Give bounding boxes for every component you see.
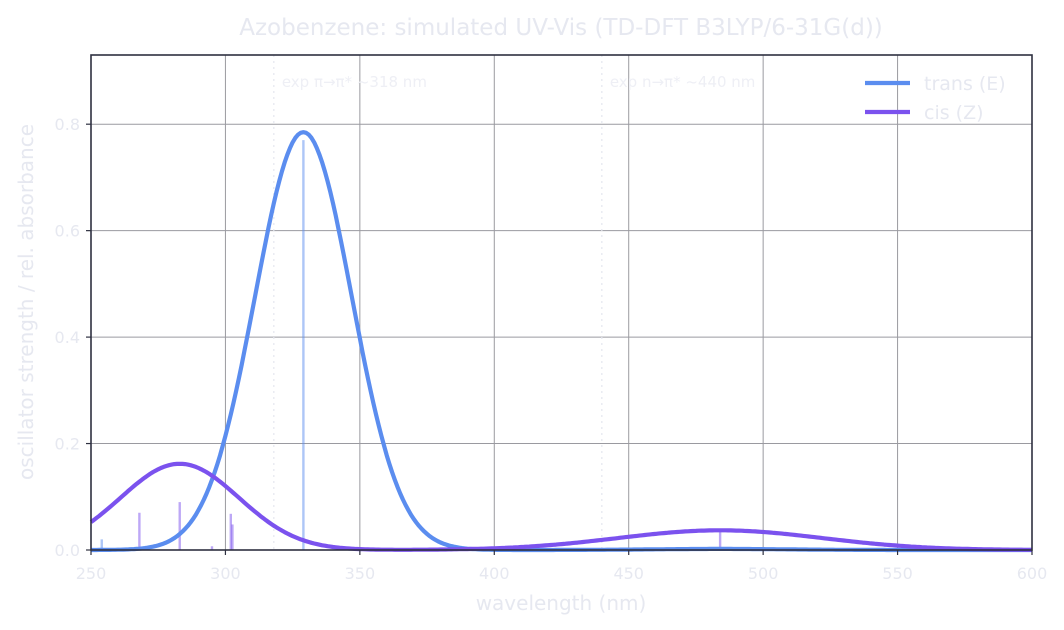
stick-spectrum [100,140,722,550]
legend: trans (E) cis (Z) [865,73,1006,124]
experimental-marker-label: exp n→π* ~440 nm [610,73,756,91]
y-tick-label: 0.2 [55,435,80,454]
grid [91,55,1032,550]
experimental-marker-label: exp π→π* ~318 nm [282,73,427,91]
x-tick-label: 250 [76,564,107,583]
x-tick-label: 300 [210,564,241,583]
legend-entry: cis (Z) [924,102,984,124]
chart-title: Azobenzene: simulated UV-Vis (TD-DFT B3L… [239,15,883,41]
x-tick-label: 350 [345,564,376,583]
y-tick-label: 0.6 [55,222,80,241]
series-line [91,130,1032,553]
y-tick-label: 0.4 [55,328,80,347]
x-tick-label: 450 [613,564,644,583]
x-tick-label: 550 [882,564,913,583]
axis-ticks: 250 300 350 400 450 500 550 600 0.0 0.2 0.4 0.6 0.8 [55,115,1048,583]
spectrum-curves [89,130,1032,553]
x-axis-label: wavelength (nm) [476,591,647,615]
x-tick-label: 600 [1017,564,1048,583]
legend-entry: trans (E) [924,73,1006,95]
y-tick-label: 0.8 [55,115,80,134]
y-tick-label: 0.0 [55,541,80,560]
x-tick-label: 500 [748,564,779,583]
series-line [89,461,1032,552]
x-tick-label: 400 [479,564,510,583]
annotations: exp π→π* ~318 nm exp n→π* ~440 nm [273,55,756,550]
y-axis-label: oscillator strength / rel. absorbance [14,124,38,480]
plot-frame [90,54,1033,551]
